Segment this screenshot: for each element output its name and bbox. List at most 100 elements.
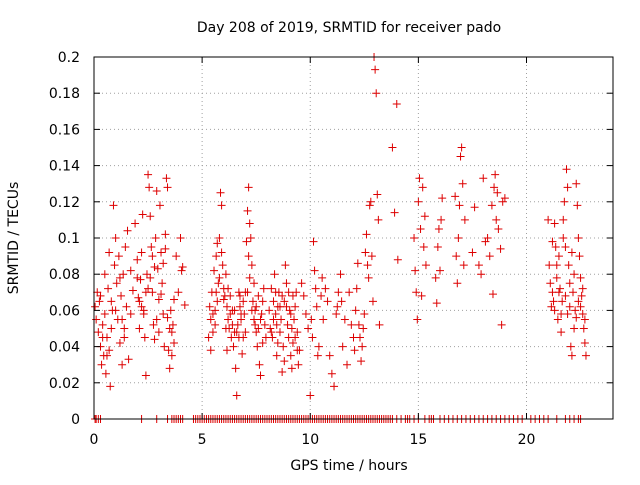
- data-point: [158, 279, 167, 288]
- data-point: [177, 266, 186, 275]
- data-point: [135, 324, 144, 333]
- data-point: [120, 324, 129, 333]
- data-point: [245, 219, 254, 228]
- data-point: [256, 315, 265, 324]
- data-point: [578, 284, 587, 293]
- data-point: [498, 197, 507, 206]
- data-point: [468, 248, 477, 257]
- data-point: [362, 230, 371, 239]
- data-point: [260, 320, 269, 329]
- data-point: [299, 291, 308, 300]
- data-point: [109, 201, 118, 210]
- data-point: [459, 261, 468, 270]
- data-point: [433, 243, 442, 252]
- data-point: [364, 273, 373, 282]
- data-point: [159, 310, 168, 319]
- data-point: [269, 315, 278, 324]
- data-point: [455, 201, 464, 210]
- data-point: [272, 351, 281, 360]
- data-point: [549, 297, 558, 306]
- data-point: [353, 259, 362, 268]
- data-point: [219, 295, 228, 304]
- y-tick-label: 0.02: [49, 376, 80, 392]
- data-point: [561, 291, 570, 300]
- data-point: [150, 335, 159, 344]
- data-point: [474, 261, 483, 270]
- data-point: [487, 201, 496, 210]
- data-point: [267, 284, 276, 293]
- data-point: [238, 349, 247, 358]
- data-point: [111, 234, 120, 242]
- data-point: [572, 313, 581, 322]
- data-point: [294, 360, 303, 369]
- data-point: [227, 333, 236, 342]
- data-point: [204, 333, 213, 342]
- data-point: [222, 302, 231, 311]
- chart-title: Day 208 of 2019, SRMTID for receiver pad…: [197, 20, 501, 36]
- data-point: [556, 284, 565, 293]
- data-point: [579, 324, 588, 333]
- axis-ticks: 0 5 10 15 20 0 0.02 0.04 0.06 0.08 0.1 0.12 0.14 0.16…: [49, 50, 613, 448]
- data-point: [308, 333, 317, 342]
- data-point: [279, 342, 288, 351]
- data-point: [367, 252, 376, 261]
- data-point: [281, 261, 290, 270]
- y-tick-label: 0.16: [49, 122, 80, 138]
- data-point: [571, 306, 580, 315]
- data-point: [432, 299, 441, 308]
- data-point: [136, 275, 145, 284]
- data-point: [437, 215, 446, 224]
- data-point: [167, 328, 176, 337]
- data-point: [254, 324, 263, 333]
- data-point: [365, 201, 374, 210]
- data-point: [123, 226, 132, 235]
- data-point: [101, 369, 110, 378]
- data-point: [231, 364, 240, 373]
- data-point: [92, 315, 101, 324]
- data-point: [565, 279, 574, 288]
- data-point: [393, 255, 402, 264]
- data-point: [152, 315, 161, 324]
- x-tick-label: 20: [518, 432, 536, 448]
- data-point: [215, 273, 224, 282]
- data-point: [286, 351, 295, 360]
- y-tick-label: 0.1: [58, 231, 80, 247]
- data-point: [291, 333, 300, 342]
- data-point: [275, 302, 284, 311]
- data-point: [280, 357, 289, 366]
- data-point: [115, 338, 124, 347]
- data-point: [500, 194, 509, 203]
- data-point: [559, 215, 568, 224]
- y-tick-label: 0.08: [49, 267, 80, 283]
- data-point: [334, 288, 343, 297]
- data-point: [139, 310, 148, 319]
- data-point: [271, 310, 280, 319]
- data-point: [212, 288, 221, 297]
- data-point: [205, 302, 214, 311]
- data-point: [550, 219, 559, 228]
- data-point: [105, 346, 114, 355]
- data-point: [562, 165, 571, 174]
- data-point: [254, 291, 263, 300]
- data-point: [206, 315, 215, 324]
- data-point: [155, 201, 164, 210]
- data-point: [149, 320, 158, 329]
- data-point: [115, 273, 124, 282]
- data-point: [162, 174, 171, 183]
- data-point: [368, 297, 377, 306]
- data-point: [137, 302, 146, 311]
- y-tick-label: 0.12: [49, 195, 80, 211]
- data-point: [165, 364, 174, 373]
- data-point: [434, 224, 443, 233]
- data-point: [272, 320, 281, 329]
- data-point: [137, 248, 146, 257]
- data-point: [413, 315, 422, 324]
- data-point: [144, 170, 153, 179]
- data-point: [170, 338, 179, 347]
- data-point: [561, 243, 570, 252]
- data-point: [234, 333, 243, 342]
- data-point: [243, 206, 252, 215]
- data-point: [267, 328, 276, 337]
